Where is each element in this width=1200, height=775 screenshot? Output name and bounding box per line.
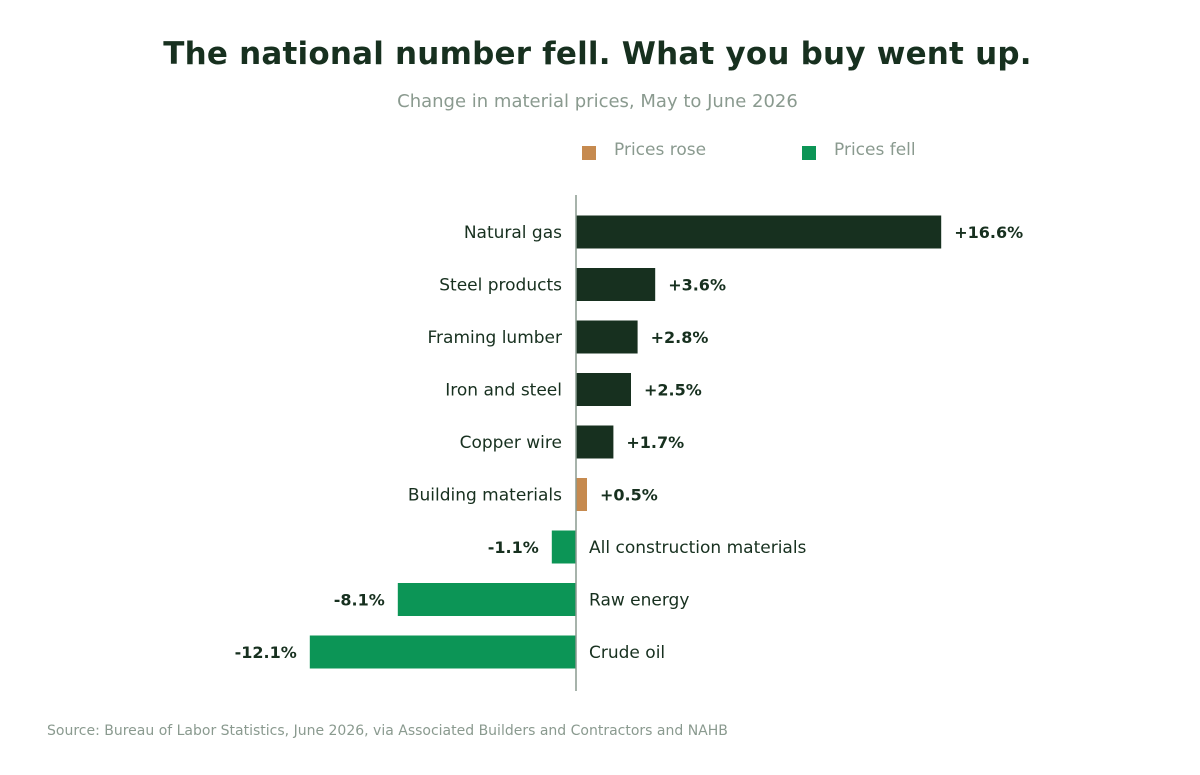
category-label: Natural gas — [464, 223, 562, 243]
bar-copper-wire — [576, 425, 614, 459]
value-label: +0.5% — [600, 486, 658, 505]
value-label: +1.7% — [626, 433, 684, 452]
value-label: +2.5% — [644, 381, 702, 400]
category-label: Building materials — [408, 486, 562, 506]
bar-raw-energy — [397, 583, 576, 616]
value-label: -8.1% — [334, 591, 385, 610]
bar-natural-gas — [576, 215, 942, 249]
chart-subtitle: Change in material prices, May to June 2… — [397, 91, 798, 112]
category-label: Copper wire — [460, 433, 562, 453]
legend-swatch-rose — [582, 146, 596, 160]
category-label: Crude oil — [589, 643, 665, 663]
bar-crude-oil — [309, 635, 576, 669]
legend-label-rose: Prices rose — [614, 140, 707, 160]
value-label: +2.8% — [651, 328, 709, 347]
legend-label-fell: Prices fell — [834, 140, 916, 160]
chart-title: The national number fell. What you buy w… — [163, 36, 1032, 72]
value-label: +3.6% — [668, 276, 726, 295]
bar-building-materials — [576, 478, 587, 511]
legend-item-prices-fell: Prices fell — [802, 138, 916, 162]
bar-framing-lumber — [576, 320, 638, 354]
category-label: Iron and steel — [445, 381, 562, 401]
category-label: All construction materials — [589, 538, 807, 558]
value-label: -1.1% — [488, 538, 539, 557]
value-label: +16.6% — [954, 223, 1023, 242]
category-label: Raw energy — [589, 591, 689, 611]
category-label: Framing lumber — [428, 328, 563, 348]
legend-item-prices-rose: Prices rose — [582, 138, 706, 162]
bar-steel-products — [576, 268, 656, 301]
category-label: Steel products — [439, 276, 562, 296]
value-label: -12.1% — [235, 643, 297, 662]
bar-all-construction-materials — [551, 530, 576, 564]
bar-iron-and-steel — [576, 373, 631, 406]
source-note: Source: Bureau of Labor Statistics, June… — [47, 723, 728, 739]
legend-swatch-fell — [802, 146, 816, 160]
